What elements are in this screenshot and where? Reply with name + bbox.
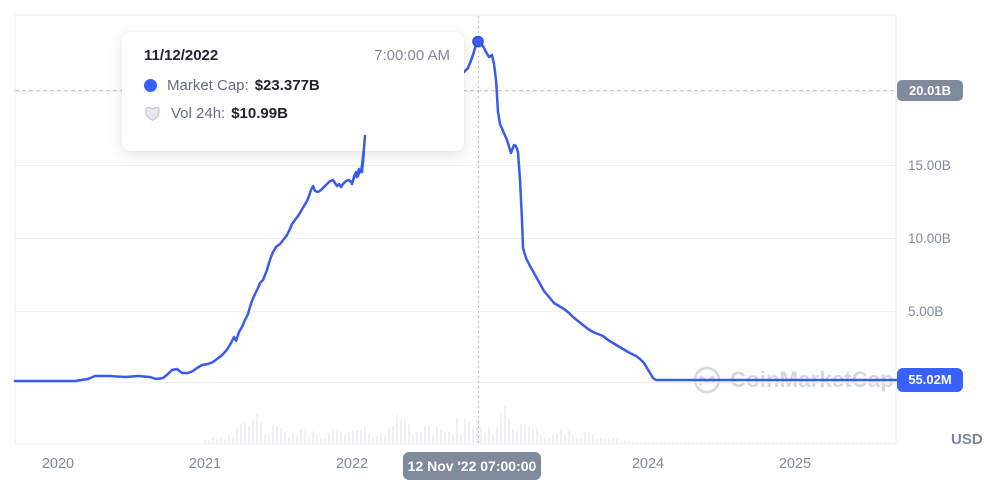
tooltip-time: 7:00:00 AM [374, 47, 450, 64]
marketcap-value: $23.377B [254, 77, 320, 94]
volume-shield-icon [145, 107, 160, 121]
marketcap-dot-icon [144, 79, 157, 92]
tooltip-date: 11/12/2022 [144, 47, 219, 64]
crosshair-value-badge: 20.01B [897, 80, 963, 101]
x-tick-2022: 2022 [335, 456, 369, 472]
tooltip-volume-row: Vol 24h: $10.99B [144, 105, 450, 122]
x-tick-2020: 2020 [41, 456, 75, 472]
volume-label: Vol 24h: [171, 105, 226, 122]
x-tick-2021: 2021 [188, 456, 222, 472]
x-tick-2025: 2025 [778, 456, 812, 472]
currency-unit-label: USD [951, 431, 983, 448]
marketcap-label: Market Cap: [167, 77, 249, 94]
crosshair-date-badge: 12 Nov '22 07:00:00 [403, 452, 541, 480]
tooltip-marketcap-row: Market Cap: $23.377B [144, 77, 450, 94]
current-value-badge: 55.02M [897, 368, 963, 392]
y-tick-10b: 10.00B [908, 231, 951, 246]
chart-tooltip: 11/12/2022 7:00:00 AM Market Cap: $23.37… [122, 32, 464, 151]
y-tick-15b: 15.00B [908, 158, 951, 173]
y-tick-5b: 5.00B [908, 304, 944, 319]
x-tick-2024: 2024 [631, 456, 665, 472]
volume-value: $10.99B [231, 105, 288, 122]
